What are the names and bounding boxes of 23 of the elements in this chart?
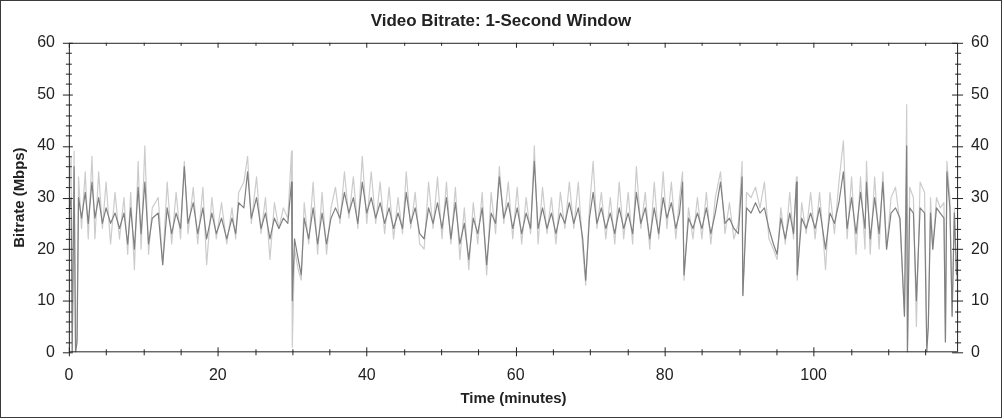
y2-tick-label: 50	[971, 84, 989, 102]
y-tick-label: 60	[37, 33, 56, 51]
x-tick-label: 100	[800, 366, 828, 384]
y-tick-label: 20	[37, 239, 56, 257]
y2-tick-label: 40	[971, 136, 989, 154]
y2-tick-label: 60	[971, 33, 989, 51]
y-tick-label: 50	[37, 84, 56, 102]
x-tick-label: 40	[357, 366, 376, 384]
y-tick-label: 0	[46, 342, 56, 360]
y-tick-label: 40	[37, 136, 56, 154]
y2-tick-label: 30	[971, 187, 989, 205]
y-tick-label: 10	[37, 291, 56, 309]
y2-tick-label: 0	[971, 342, 981, 360]
y-tick-label: 30	[37, 187, 56, 205]
x-tick-label: 60	[506, 366, 525, 384]
y-axis-title: Bitrate (Mbps)	[10, 147, 28, 248]
y2-tick-label: 10	[971, 291, 989, 309]
x-tick-label: 80	[655, 366, 674, 384]
y2-tick-label: 20	[971, 239, 989, 257]
x-tick-label: 20	[208, 366, 227, 384]
x-tick-label: 0	[64, 366, 74, 384]
chart-title: Video Bitrate: 1-Second Window	[370, 11, 633, 31]
x-axis-title: Time (minutes)	[460, 389, 567, 407]
